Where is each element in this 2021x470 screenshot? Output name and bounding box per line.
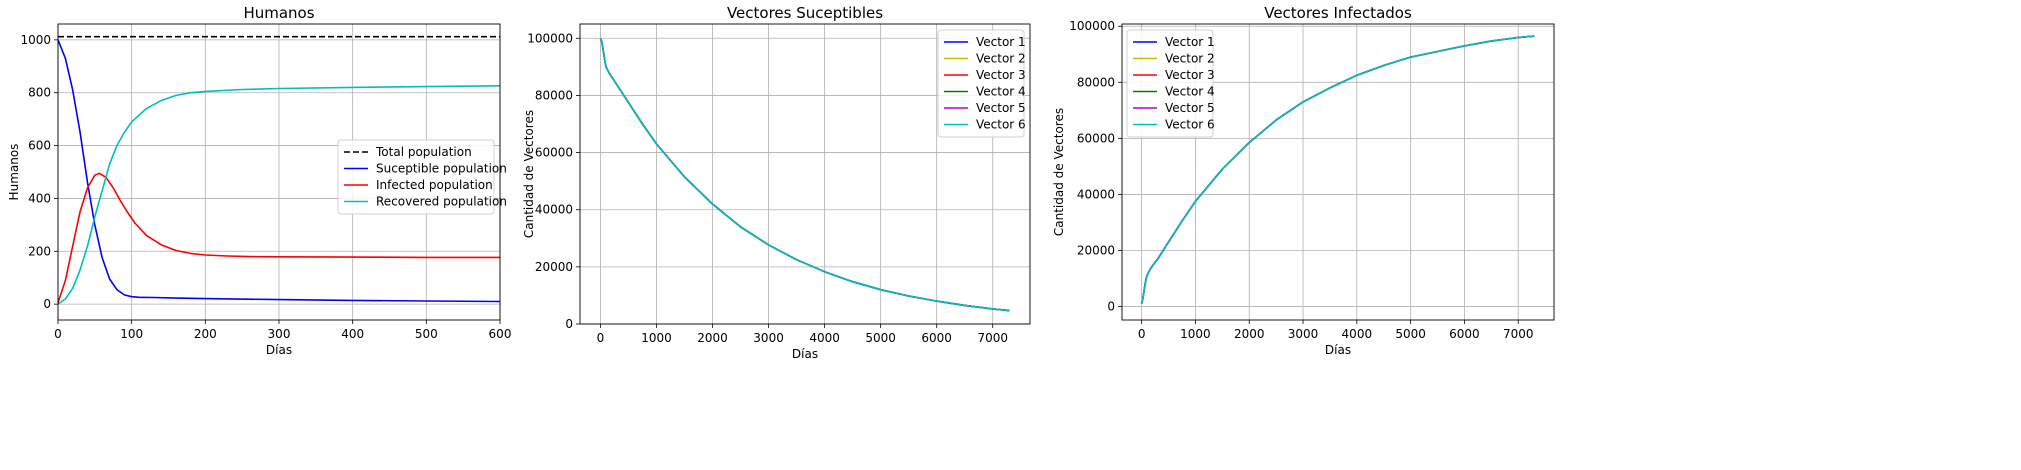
panel-vectores-suceptibles: 0 1000 2000 3000 4000 5000 6000 7000 0 20000 40000…: [522, 4, 1031, 361]
legend-label-2: Suceptible population: [376, 162, 507, 176]
x-tick-label: 400: [341, 327, 364, 341]
y-tick-label: 80000: [535, 88, 573, 102]
x-axis-label: Días: [792, 347, 818, 361]
legend-label-3: Vector 3: [976, 68, 1026, 82]
legend-label-6: Vector 6: [976, 118, 1026, 132]
y-tick-label: 20000: [535, 260, 573, 274]
series-line-6: [599, 38, 1010, 312]
panel-vectores-infectados: 0 1000 2000 3000 4000 5000 6000 7000 0 20000 40000…: [1052, 4, 1555, 357]
x-tick-label: 5000: [865, 331, 896, 345]
x-tick-label: 4000: [809, 331, 840, 345]
x-tick-label: 7000: [977, 331, 1008, 345]
y-tick-label: 60000: [535, 146, 573, 160]
chart-title: Humanos: [243, 4, 314, 22]
legend-box: [1126, 29, 1214, 138]
legend-label-4: Vector 4: [976, 85, 1026, 99]
x-tick-label: 500: [415, 327, 438, 341]
y-tick-label: 40000: [535, 203, 573, 217]
y-tick-label: 0: [1107, 300, 1115, 314]
panel-humanos: 0 100 200 300 400 500 600 0 200 400 600 800 1000 Huma…: [7, 4, 511, 357]
series-line-2: [58, 39, 500, 303]
chart-title: Vectores Suceptibles: [727, 4, 883, 22]
series-line-3: [58, 172, 500, 304]
legend-label-5: Vector 5: [1165, 101, 1215, 115]
x-tick-label: 0: [54, 327, 62, 341]
x-tick-label: 7000: [1503, 327, 1534, 341]
y-tick-label: 80000: [1077, 75, 1115, 89]
plot-area: [599, 38, 1010, 312]
legend-label-2: Vector 2: [1165, 52, 1215, 66]
x-tick-label: 6000: [921, 331, 952, 345]
y-axis-label: Cantidad de Vectores: [522, 110, 536, 238]
legend-label-6: Vector 6: [1165, 118, 1215, 132]
legend: Total population Suceptible population Inf…: [337, 139, 507, 215]
x-tick-label: 1000: [1180, 327, 1211, 341]
y-tick-label: 400: [28, 191, 51, 205]
x-tick-label: 0: [1138, 327, 1146, 341]
legend-label-1: Total population: [375, 145, 472, 159]
x-axis-label: Días: [1325, 343, 1351, 357]
x-tick-label: 2000: [1234, 327, 1265, 341]
axes-frame: [1121, 23, 1555, 321]
x-tick-label: 1000: [641, 331, 672, 345]
y-tick-label: 60000: [1077, 131, 1115, 145]
legend-label-4: Vector 4: [1165, 85, 1215, 99]
legend-label-3: Vector 3: [1165, 68, 1215, 82]
y-tick-label: 200: [28, 244, 51, 258]
legend: Vector 1 Vector 2 Vector 3 Vector 4 Vector 5…: [937, 29, 1026, 138]
x-tick-label: 100: [120, 327, 143, 341]
series-line-6: [1140, 35, 1535, 304]
series-line-4: [58, 85, 500, 305]
legend-box: [937, 29, 1025, 138]
axes-frame: [57, 23, 501, 321]
y-tick-label: 40000: [1077, 187, 1115, 201]
legend-label-3: Infected population: [376, 178, 493, 192]
y-tick-label: 1000: [20, 33, 51, 47]
y-tick-label: 100000: [1069, 19, 1115, 33]
x-axis-label: Días: [266, 343, 292, 357]
x-tick-label: 6000: [1449, 327, 1480, 341]
plot-area: [58, 35, 500, 305]
legend: Vector 1 Vector 2 Vector 3 Vector 4 Vector 5…: [1126, 29, 1215, 138]
legend-label-1: Vector 1: [1165, 35, 1215, 49]
y-axis-label: Humanos: [7, 144, 21, 201]
legend-label-2: Vector 2: [976, 52, 1026, 66]
plot-area: [1140, 35, 1535, 304]
y-tick-label: 800: [28, 86, 51, 100]
y-axis-label: Cantidad de Vectores: [1052, 108, 1066, 236]
x-tick-label: 2000: [697, 331, 728, 345]
legend-label-4: Recovered population: [376, 195, 507, 209]
y-tick-label: 100000: [527, 31, 573, 45]
x-tick-label: 3000: [1288, 327, 1319, 341]
x-tick-label: 5000: [1395, 327, 1426, 341]
y-tick-label: 0: [43, 297, 51, 311]
y-tick-label: 0: [565, 317, 573, 331]
x-tick-label: 4000: [1342, 327, 1373, 341]
y-tick-label: 20000: [1077, 243, 1115, 257]
x-tick-label: 200: [194, 327, 217, 341]
chart-title: Vectores Infectados: [1264, 4, 1412, 22]
legend-label-5: Vector 5: [976, 101, 1026, 115]
x-tick-label: 600: [489, 327, 512, 341]
legend-box: [337, 139, 495, 215]
x-tick-label: 0: [597, 331, 605, 345]
x-tick-label: 300: [268, 327, 291, 341]
axes-frame: [579, 23, 1031, 325]
legend-label-1: Vector 1: [976, 35, 1026, 49]
y-tick-label: 600: [28, 139, 51, 153]
x-tick-label: 3000: [753, 331, 784, 345]
